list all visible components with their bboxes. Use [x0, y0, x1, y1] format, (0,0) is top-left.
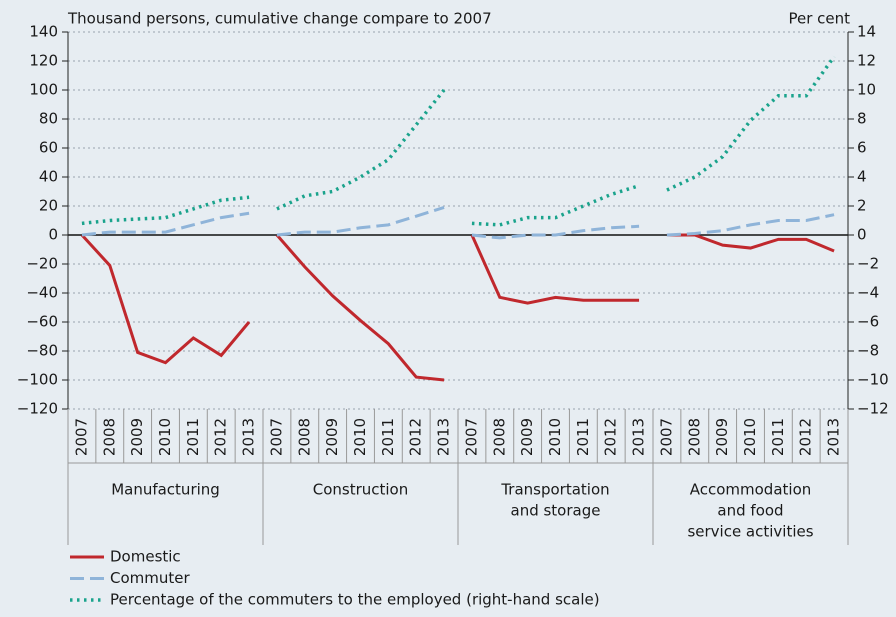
x-tick-label: 2009 [518, 418, 536, 456]
x-tick-label: 2008 [100, 418, 118, 456]
x-tick-label: 2012 [602, 418, 620, 456]
series-line [471, 184, 640, 227]
group-label: and storage [511, 502, 601, 520]
y2-tick-label: 2 [857, 197, 867, 215]
series-line [666, 55, 836, 192]
y2-tick-label: 14 [857, 23, 876, 41]
y2-tick-label: −12 [857, 400, 889, 418]
group-label: Transportation [500, 481, 609, 499]
legend-label: Commuter [110, 569, 190, 587]
y-tick-label: −60 [26, 313, 58, 331]
x-tick-label: 2013 [825, 418, 843, 456]
x-tick-label: 2010 [546, 418, 564, 456]
y-tick-label: −120 [17, 400, 58, 418]
group-label: Accommodation [690, 481, 812, 499]
y-tick-label: −40 [26, 284, 58, 302]
group-label: and food [717, 502, 783, 520]
y2-tick-label: 8 [857, 110, 867, 128]
x-tick-label: 2007 [72, 418, 90, 456]
y-axis-label: Thousand persons, cumulative change comp… [67, 10, 492, 28]
x-tick-label: 2010 [741, 418, 759, 456]
x-tick-label: 2012 [212, 418, 230, 456]
x-tick-label: 2011 [574, 418, 592, 456]
y-tick-label: −80 [26, 342, 58, 360]
x-tick-label: 2009 [713, 418, 731, 456]
y2-tick-label: −4 [857, 284, 879, 302]
y2-tick-label: 10 [857, 81, 876, 99]
legend-label: Domestic [110, 548, 181, 566]
y-tick-label: 80 [39, 110, 58, 128]
series-line [81, 195, 250, 226]
x-tick-label: 2008 [295, 418, 313, 456]
x-tick-label: 2007 [267, 418, 285, 456]
series-line [276, 206, 445, 237]
x-tick-label: 2011 [184, 418, 202, 456]
y-tick-label: −100 [17, 371, 58, 389]
series-line [275, 234, 445, 382]
group-label: Construction [313, 481, 409, 499]
legend-label: Percentage of the commuters to the emplo… [110, 591, 600, 609]
series-line [471, 224, 640, 240]
x-tick-label: 2010 [351, 418, 369, 456]
x-tick-label: 2008 [685, 418, 703, 456]
y-tick-label: 120 [29, 52, 58, 70]
y2-tick-label: −2 [857, 255, 879, 273]
x-tick-label: 2007 [462, 418, 480, 456]
y2-tick-label: −6 [857, 313, 879, 331]
group-label: service activities [687, 523, 813, 541]
y2-tick-label: 4 [857, 168, 867, 186]
y2-tick-label: 6 [857, 139, 867, 157]
x-tick-label: 2011 [379, 418, 397, 456]
series-line [276, 88, 446, 211]
x-tick-label: 2007 [657, 418, 675, 456]
series-line [80, 233, 251, 365]
y-tick-label: 0 [48, 226, 58, 244]
y2-tick-label: 12 [857, 52, 876, 70]
y2-tick-label: −8 [857, 342, 879, 360]
y-tick-label: −20 [26, 255, 58, 273]
y-tick-label: 60 [39, 139, 58, 157]
x-tick-label: 2011 [769, 418, 787, 456]
series-line [81, 211, 250, 237]
x-tick-label: 2010 [156, 418, 174, 456]
y2-axis-label: Per cent [788, 10, 850, 28]
y-tick-label: 140 [29, 23, 58, 41]
x-tick-label: 2009 [323, 418, 341, 456]
y-tick-label: 20 [39, 197, 58, 215]
x-tick-label: 2012 [797, 418, 815, 456]
group-label: Manufacturing [111, 481, 220, 499]
series-line [666, 233, 835, 253]
x-tick-label: 2009 [128, 418, 146, 456]
x-tick-label: 2013 [435, 418, 453, 456]
x-tick-label: 2012 [407, 418, 425, 456]
x-tick-label: 2013 [630, 418, 648, 456]
y-tick-label: 40 [39, 168, 58, 186]
x-tick-label: 2013 [240, 418, 258, 456]
x-tick-label: 2008 [490, 418, 508, 456]
series-line [470, 234, 640, 305]
y2-tick-label: −10 [857, 371, 889, 389]
series-line [666, 213, 835, 237]
y-tick-label: 100 [29, 81, 58, 99]
y2-tick-label: 0 [857, 226, 867, 244]
